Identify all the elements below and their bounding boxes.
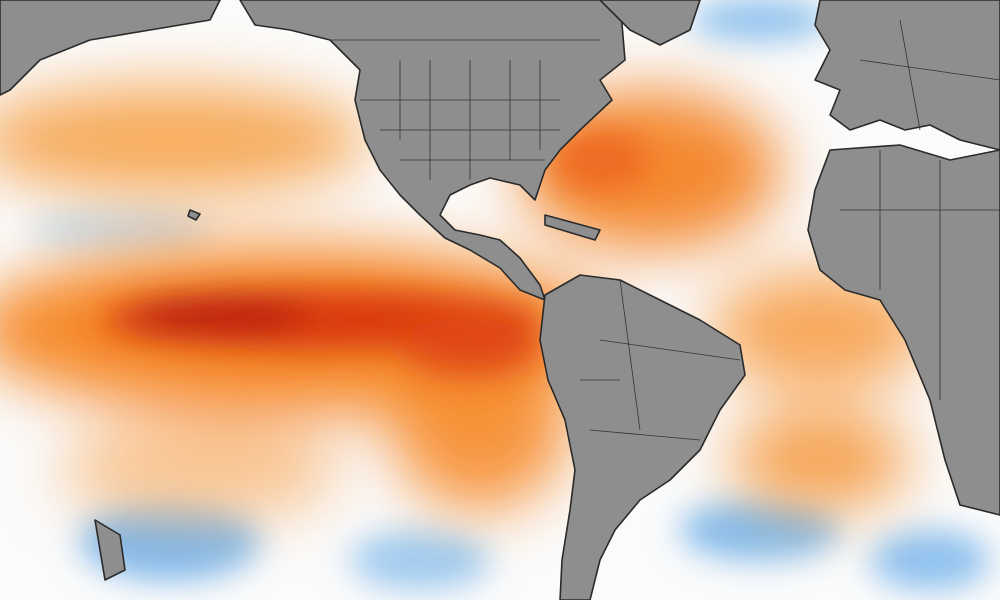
warm-patch <box>730 410 910 510</box>
africa <box>807 144 1000 516</box>
hawaii <box>187 209 201 221</box>
cool-anomalies <box>30 0 990 590</box>
north-america <box>239 0 626 301</box>
hot-patch <box>400 315 540 375</box>
new-zealand <box>94 519 126 581</box>
strong-warm-anomalies <box>100 130 650 375</box>
country-borders <box>580 19 1000 441</box>
asia-alaska <box>0 0 221 96</box>
europe <box>814 0 1000 151</box>
cool-patch <box>870 530 990 590</box>
warm-patch <box>60 420 340 520</box>
warm-patch <box>0 85 370 195</box>
greenland <box>599 0 701 46</box>
hot-patch <box>130 297 310 333</box>
hot-patch <box>550 130 650 190</box>
warm-patch <box>710 270 930 390</box>
cool-patch <box>80 500 260 580</box>
cool-patch <box>30 205 210 255</box>
cool-patch <box>680 500 840 560</box>
south-america <box>539 274 746 600</box>
cool-patch <box>690 0 830 40</box>
state-borders <box>330 39 600 180</box>
cool-patch <box>350 530 490 590</box>
warm-patch <box>520 90 780 250</box>
warm-patch <box>390 330 570 510</box>
caribbean-islands <box>544 214 601 241</box>
